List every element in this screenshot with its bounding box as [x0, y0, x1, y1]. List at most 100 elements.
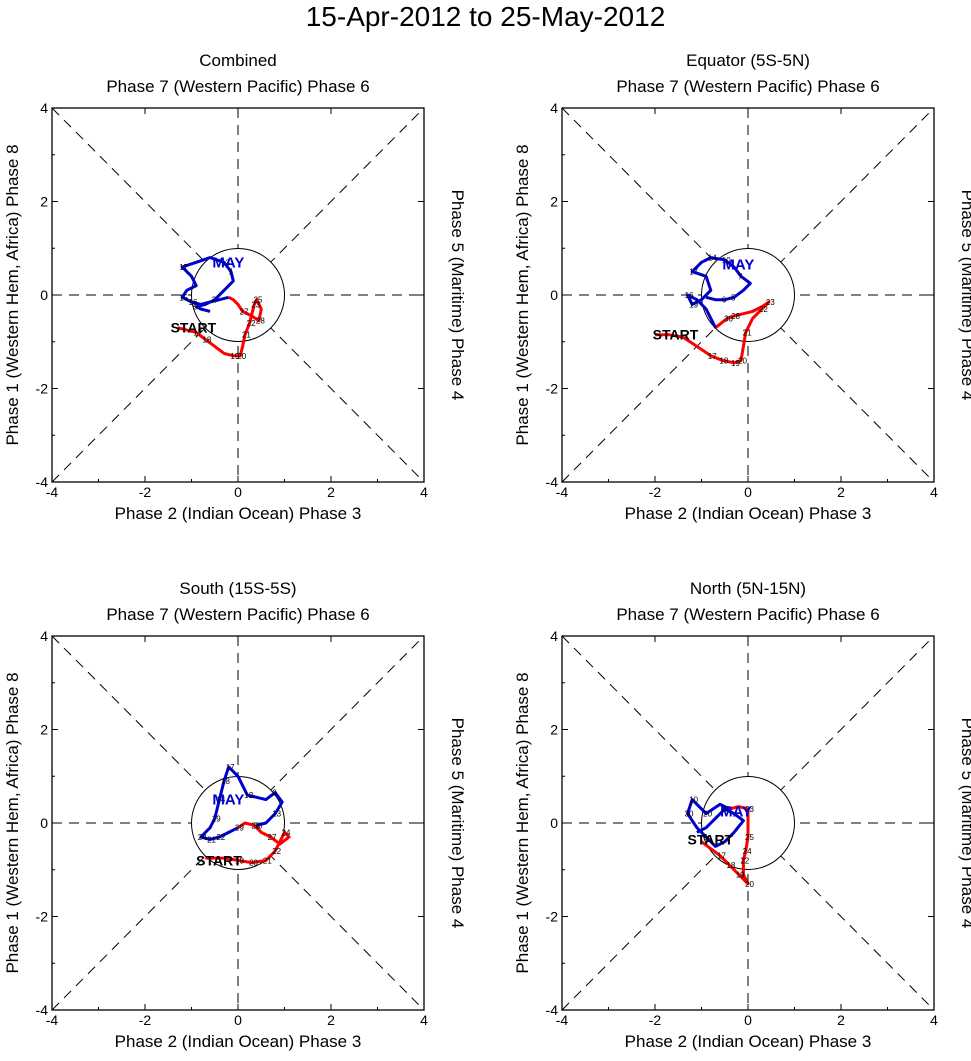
day-label: 22: [740, 856, 749, 865]
x-tick-label: 0: [744, 484, 752, 500]
series-line-april: [205, 821, 291, 865]
series-line-april: [177, 295, 263, 358]
panel-title: Equator (5S-5N): [686, 51, 810, 70]
day-label: 25: [745, 833, 754, 842]
y-tick-label: 0: [40, 287, 48, 303]
top-axis-label: Phase 7 (Western Pacific) Phase 6: [106, 605, 369, 624]
day-label: 23: [745, 805, 754, 814]
day-label: 14: [216, 796, 225, 805]
y-tick-label: 2: [550, 722, 558, 738]
day-label: 28: [251, 821, 260, 830]
right-axis-label: Phase 5 (Maritime) Phase 4: [958, 718, 971, 929]
day-label: 21: [207, 835, 216, 844]
y-tick-label: -4: [36, 474, 49, 490]
x-tick-label: 0: [744, 1012, 752, 1028]
month-label: MAY: [212, 792, 244, 809]
day-label: 23: [766, 298, 775, 307]
day-label: 24: [198, 833, 207, 842]
day-label: 18: [202, 335, 211, 344]
y-tick-label: 4: [550, 628, 558, 644]
right-axis-label: Phase 5 (Maritime) Phase 4: [448, 718, 467, 929]
day-label: 27: [268, 833, 277, 842]
top-axis-label: Phase 7 (Western Pacific) Phase 6: [616, 77, 879, 96]
day-label: 19: [736, 870, 745, 879]
x-tick-label: -4: [556, 484, 569, 500]
day-label: 5: [193, 303, 198, 312]
day-label: 17: [193, 328, 202, 337]
day-label: 30: [724, 314, 733, 323]
x-tick-label: -2: [649, 484, 662, 500]
day-label: 19: [212, 814, 221, 823]
series-line-may: [199, 765, 284, 841]
x-tick-label: 2: [837, 1012, 845, 1028]
day-label: 28: [731, 312, 740, 321]
day-label: 22: [759, 305, 768, 314]
y-tick-label: -2: [36, 909, 49, 925]
day-label: 19: [235, 856, 244, 865]
day-label: 14: [708, 254, 717, 263]
x-tick-label: 4: [420, 484, 428, 500]
day-label: 20: [237, 352, 246, 361]
start-label: START: [653, 327, 699, 343]
day-label: 18: [726, 861, 735, 870]
day-label: 10: [722, 256, 731, 265]
day-label: 25: [254, 296, 263, 305]
day-label: 24: [743, 847, 752, 856]
day-label: 21: [743, 328, 752, 337]
day-label: 16: [685, 291, 694, 300]
x-tick-label: -2: [649, 1012, 662, 1028]
y-tick-label: 4: [40, 628, 48, 644]
day-label: 21: [263, 856, 272, 865]
x-tick-label: -4: [46, 484, 59, 500]
day-label: 2: [212, 296, 217, 305]
x-tick-label: 0: [234, 1012, 242, 1028]
panel-title: Combined: [199, 51, 277, 70]
y-tick-label: 2: [550, 194, 558, 210]
day-label: 16: [189, 298, 198, 307]
day-label: 28: [256, 317, 265, 326]
start-label: START: [688, 831, 734, 847]
day-label: 22: [216, 833, 225, 842]
figure-title: 15-Apr-2012 to 25-May-2012: [305, 1, 666, 32]
day-label: 15: [179, 293, 188, 302]
day-label: 18: [719, 356, 728, 365]
left-axis-label: Phase 1 (Western Hem, Africa) Phase 8: [513, 144, 532, 445]
x-tick-label: 0: [234, 484, 242, 500]
x-tick-label: 2: [327, 484, 335, 500]
x-tick-label: -2: [139, 1012, 152, 1028]
day-label: 12: [244, 791, 253, 800]
x-tick-label: -2: [139, 484, 152, 500]
day-label: 13: [221, 258, 230, 267]
top-axis-label: Phase 7 (Western Pacific) Phase 6: [106, 77, 369, 96]
day-label: 17: [226, 763, 235, 772]
day-label: 20: [703, 810, 712, 819]
x-tick-label: 4: [420, 1012, 428, 1028]
series-line-april: [655, 300, 771, 365]
start-label: START: [196, 852, 242, 868]
y-tick-label: -4: [546, 1002, 559, 1018]
day-label: 22: [247, 319, 256, 328]
x-tick-label: -4: [556, 1012, 569, 1028]
day-label: 7: [738, 272, 743, 281]
series-line-may: [180, 256, 235, 313]
day-label: 17: [708, 352, 717, 361]
day-label: 13: [272, 810, 281, 819]
day-label: 6: [722, 296, 727, 305]
top-axis-label: Phase 7 (Western Pacific) Phase 6: [616, 605, 879, 624]
day-label: 19: [230, 352, 239, 361]
x-tick-label: 4: [930, 484, 938, 500]
day-label: 24: [282, 828, 291, 837]
day-label: 23: [251, 300, 260, 309]
y-tick-label: 2: [40, 194, 48, 210]
left-axis-label: Phase 1 (Western Hem, Africa) Phase 8: [513, 672, 532, 973]
panel-title: North (5N-15N): [690, 579, 806, 598]
right-axis-label: Phase 5 (Maritime) Phase 4: [448, 190, 467, 401]
day-label: 20: [745, 880, 754, 889]
y-tick-label: -2: [546, 909, 559, 925]
day-label: 30: [685, 810, 694, 819]
y-tick-label: 0: [40, 815, 48, 831]
